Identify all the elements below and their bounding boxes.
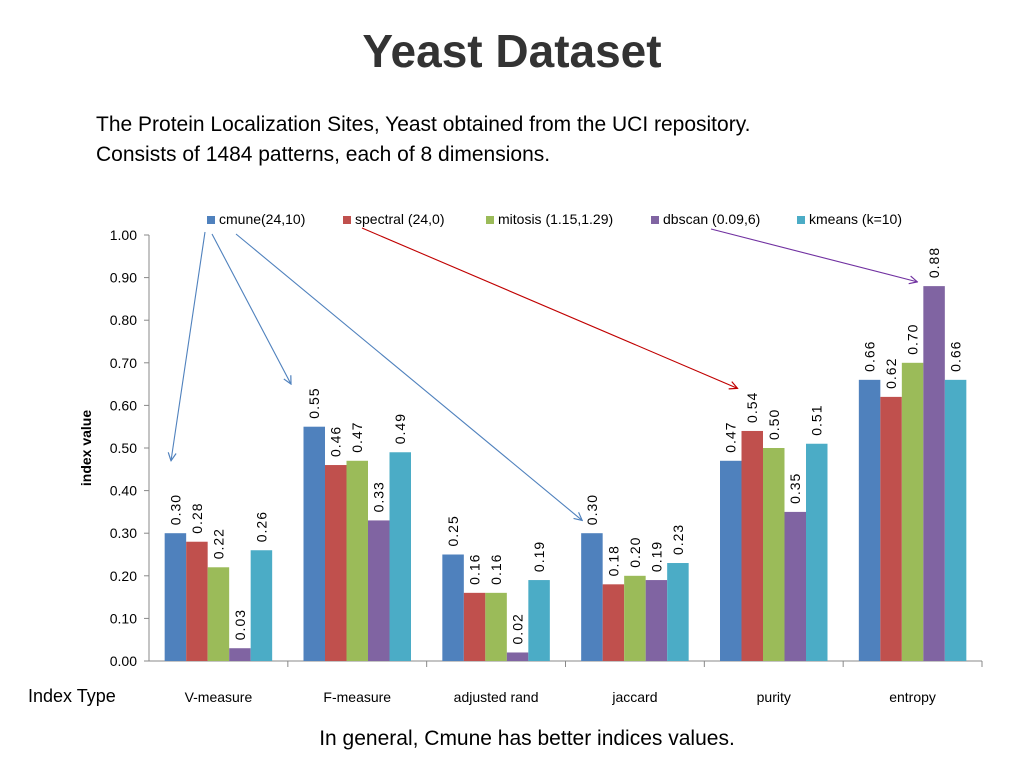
bar-kmeans-k-10-purity	[806, 443, 828, 661]
data-label: 0.02	[510, 613, 526, 644]
bar-spectral-24-0-v-measure	[186, 541, 208, 661]
legend-swatch-spectral-24-0	[343, 216, 351, 224]
annotation-arrow-dbscan-0-09-6-to-entropy	[710, 228, 917, 282]
data-label: 0.51	[809, 404, 825, 435]
bar-mitosis-1-15-1-29-entropy	[901, 362, 924, 661]
bar-spectral-24-0-adjusted-rand	[463, 592, 486, 661]
description-line-1: The Protein Localization Sites, Yeast ob…	[96, 113, 751, 136]
bar-spectral-24-0-purity	[741, 430, 763, 661]
y-tick-label: 0.60	[110, 397, 137, 413]
data-label: 0.16	[467, 554, 483, 585]
data-label: 0.30	[584, 494, 600, 525]
x-tick-label-jaccard: jaccard	[611, 689, 657, 705]
y-tick-label: 1.00	[110, 227, 137, 243]
data-label: 0.16	[488, 554, 504, 585]
y-tick-label: 0.90	[110, 270, 137, 286]
legend-swatch-cmune-24-10	[207, 216, 215, 224]
data-label: 0.19	[648, 541, 664, 572]
legend-swatch-kmeans-k-10	[797, 216, 805, 224]
x-tick-label-entropy: entropy	[889, 689, 936, 705]
data-label: 0.18	[605, 545, 621, 576]
bar-cmune-24-10-purity	[720, 460, 742, 661]
legend-label-mitosis-1-15-1-29: mitosis (1.15,1.29)	[498, 211, 613, 227]
bar-mitosis-1-15-1-29-purity	[763, 448, 785, 661]
bar-dbscan-0-09-6-f-measure	[368, 520, 390, 661]
annotation-arrow-cmune-24-10-to-f-measure	[211, 233, 291, 384]
bar-spectral-24-0-entropy	[880, 396, 902, 661]
legend-label-spectral-24-0: spectral (24,0)	[355, 211, 444, 227]
data-label: 0.47	[723, 422, 739, 453]
data-label: 0.70	[905, 324, 921, 355]
data-label: 0.23	[670, 524, 686, 555]
x-axis-caption: Index Type	[28, 686, 116, 706]
x-tick-label-purity: purity	[757, 689, 791, 705]
data-label: 0.47	[349, 422, 365, 453]
data-label: 0.22	[210, 528, 226, 559]
bar-cmune-24-10-v-measure	[164, 533, 187, 661]
conclusion-text: In general, Cmune has better indices val…	[319, 727, 735, 750]
data-label: 0.26	[253, 511, 269, 542]
bar-spectral-24-0-f-measure	[325, 465, 347, 661]
bar-mitosis-1-15-1-29-v-measure	[207, 567, 230, 661]
bar-mitosis-1-15-1-29-jaccard	[624, 575, 646, 661]
y-tick-label: 0.80	[110, 312, 137, 328]
legend-swatch-mitosis-1-15-1-29	[486, 216, 494, 224]
legend-swatch-dbscan-0-09-6	[651, 216, 659, 224]
y-tick-label: 0.50	[110, 440, 137, 456]
data-label: 0.33	[371, 481, 387, 512]
data-label: 0.66	[862, 341, 878, 372]
annotation-arrow-cmune-24-10-to-v-measure	[171, 231, 206, 461]
data-label: 0.54	[744, 392, 760, 423]
bar-kmeans-k-10-f-measure	[389, 452, 411, 661]
x-tick-label-v-measure: V-measure	[185, 689, 253, 705]
x-tick-label-adjusted-rand: adjusted rand	[454, 689, 539, 705]
bar-kmeans-k-10-adjusted-rand	[528, 580, 550, 661]
bar-dbscan-0-09-6-entropy	[923, 286, 945, 661]
description-line-2: Consists of 1484 patterns, each of 8 dim…	[96, 143, 551, 166]
data-label: 0.46	[328, 426, 344, 457]
bar-kmeans-k-10-entropy	[944, 379, 967, 661]
annotation-arrow-cmune-24-10-to-jaccard	[235, 233, 582, 520]
legend-label-dbscan-0-09-6: dbscan (0.09,6)	[663, 211, 760, 227]
bar-dbscan-0-09-6-v-measure	[229, 648, 251, 661]
data-label: 0.66	[948, 341, 964, 372]
data-label: 0.88	[926, 247, 942, 278]
y-tick-label: 0.70	[110, 355, 137, 371]
bar-dbscan-0-09-6-purity	[784, 511, 806, 661]
data-label: 0.25	[445, 515, 461, 546]
bar-mitosis-1-15-1-29-adjusted-rand	[485, 592, 507, 661]
data-label: 0.62	[883, 358, 899, 389]
y-tick-label: 0.30	[110, 525, 137, 541]
data-label: 0.03	[232, 609, 248, 640]
legend-label-kmeans-k-10: kmeans (k=10)	[809, 211, 902, 227]
bar-kmeans-k-10-jaccard	[667, 563, 689, 661]
data-label: 0.49	[392, 413, 408, 444]
data-label: 0.35	[787, 473, 803, 504]
bar-cmune-24-10-entropy	[858, 379, 881, 661]
data-label: 0.30	[167, 494, 183, 525]
slide-title: Yeast Dataset	[362, 25, 662, 77]
data-label: 0.50	[766, 409, 782, 440]
bar-dbscan-0-09-6-adjusted-rand	[506, 652, 529, 661]
data-label: 0.19	[531, 541, 547, 572]
data-label: 0.20	[627, 537, 643, 568]
bar-mitosis-1-15-1-29-f-measure	[346, 460, 368, 661]
data-label: 0.55	[306, 387, 322, 418]
y-tick-label: 0.00	[110, 653, 137, 669]
y-tick-label: 0.20	[110, 568, 137, 584]
bar-dbscan-0-09-6-jaccard	[645, 580, 668, 661]
data-label: 0.28	[189, 502, 205, 533]
bar-spectral-24-0-jaccard	[602, 584, 625, 661]
bar-kmeans-k-10-v-measure	[250, 550, 273, 661]
annotation-arrow-spectral-24-0-to-purity	[361, 227, 738, 388]
y-axis-title: index value	[78, 410, 94, 486]
bar-cmune-24-10-adjusted-rand	[442, 554, 464, 661]
bar-cmune-24-10-jaccard	[581, 533, 603, 661]
x-tick-label-f-measure: F-measure	[323, 689, 391, 705]
bar-cmune-24-10-f-measure	[303, 426, 325, 661]
y-tick-label: 0.10	[110, 610, 137, 626]
y-tick-label: 0.40	[110, 483, 137, 499]
legend-label-cmune-24-10: cmune(24,10)	[219, 211, 305, 227]
